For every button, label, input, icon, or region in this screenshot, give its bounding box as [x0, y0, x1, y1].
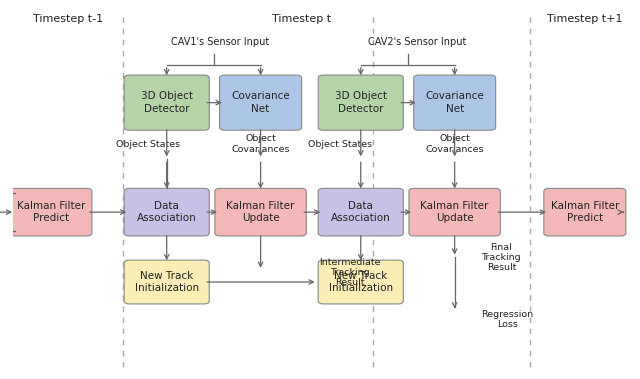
Text: Final
Tracking
Result: Final Tracking Result	[481, 243, 521, 273]
Text: Regression
Loss: Regression Loss	[481, 310, 534, 329]
FancyBboxPatch shape	[10, 188, 92, 236]
Text: Data
Association: Data Association	[331, 201, 390, 223]
Text: Covariance
Net: Covariance Net	[231, 91, 290, 114]
Text: Timestep t+1: Timestep t+1	[547, 14, 623, 24]
FancyBboxPatch shape	[413, 75, 495, 130]
FancyBboxPatch shape	[124, 75, 209, 130]
Text: Timestep t-1: Timestep t-1	[33, 14, 104, 24]
Text: Object States: Object States	[308, 140, 372, 149]
Text: Intermediate
Tracking
Result: Intermediate Tracking Result	[319, 258, 380, 288]
Text: Kalman Filter
Update: Kalman Filter Update	[420, 201, 489, 223]
Text: 3D Object
Detector: 3D Object Detector	[141, 91, 193, 114]
FancyBboxPatch shape	[409, 188, 500, 236]
Text: New Track
Initialization: New Track Initialization	[329, 271, 393, 293]
Text: 3D Object
Detector: 3D Object Detector	[335, 91, 387, 114]
Text: Object
Covariances: Object Covariances	[231, 135, 290, 154]
Text: New Track
Initialization: New Track Initialization	[134, 271, 199, 293]
FancyBboxPatch shape	[124, 188, 209, 236]
Text: Kalman Filter
Update: Kalman Filter Update	[227, 201, 295, 223]
Text: Object States: Object States	[116, 140, 180, 149]
Text: Covariance
Net: Covariance Net	[425, 91, 484, 114]
Text: Kalman Filter
Predict: Kalman Filter Predict	[17, 201, 85, 223]
Text: Kalman Filter
Predict: Kalman Filter Predict	[550, 201, 619, 223]
Text: CAV2's Sensor Input: CAV2's Sensor Input	[368, 36, 467, 47]
FancyBboxPatch shape	[544, 188, 626, 236]
Text: Data
Association: Data Association	[137, 201, 196, 223]
FancyBboxPatch shape	[318, 188, 403, 236]
Text: CAV1's Sensor Input: CAV1's Sensor Input	[171, 36, 269, 47]
FancyBboxPatch shape	[318, 260, 403, 304]
Text: Timestep t: Timestep t	[272, 14, 331, 24]
Text: Object
Covariances: Object Covariances	[426, 135, 484, 154]
FancyBboxPatch shape	[124, 260, 209, 304]
FancyBboxPatch shape	[215, 188, 307, 236]
FancyBboxPatch shape	[318, 75, 403, 130]
FancyBboxPatch shape	[220, 75, 301, 130]
